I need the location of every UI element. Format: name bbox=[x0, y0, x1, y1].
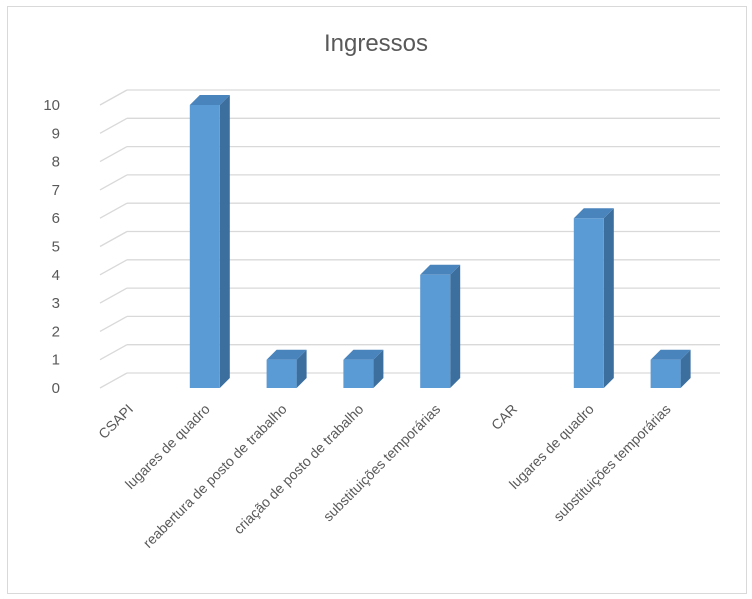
y-tick-label: 3 bbox=[52, 295, 60, 312]
x-tick-label: lugares de quadro bbox=[122, 401, 213, 492]
bar-side bbox=[603, 208, 614, 388]
gridline-connector bbox=[99, 174, 128, 191]
bar bbox=[266, 359, 297, 388]
bar-side bbox=[296, 349, 307, 388]
x-tick-label: criação de posto de trabalho bbox=[230, 401, 366, 537]
bar-side bbox=[373, 349, 384, 388]
gridline-connector bbox=[99, 202, 128, 219]
y-tick-label: 6 bbox=[52, 210, 60, 227]
gridline-connector bbox=[99, 259, 128, 276]
bar-side bbox=[219, 95, 230, 388]
y-tick-label: 0 bbox=[52, 380, 60, 397]
bar-top bbox=[266, 349, 307, 360]
y-tick-label: 5 bbox=[52, 239, 60, 256]
y-tick-label: 2 bbox=[52, 323, 60, 340]
gridline-connector bbox=[99, 117, 128, 134]
gridline-connector bbox=[99, 89, 128, 106]
y-tick-label: 10 bbox=[43, 97, 60, 114]
x-tick-label: CSAPI bbox=[95, 401, 136, 442]
bar-top bbox=[650, 349, 691, 360]
bar-top bbox=[573, 208, 614, 219]
bar bbox=[189, 105, 220, 388]
gridline-connector bbox=[99, 372, 128, 389]
y-tick-label: 4 bbox=[52, 267, 60, 284]
gridline-connector bbox=[99, 146, 128, 163]
y-tick-label: 1 bbox=[52, 352, 60, 369]
bar bbox=[420, 274, 451, 388]
bar-top bbox=[189, 95, 230, 105]
gridline-connector bbox=[99, 230, 128, 248]
gridline-connector bbox=[99, 315, 128, 332]
chart-frame bbox=[7, 6, 747, 594]
y-tick-label: 8 bbox=[52, 154, 60, 171]
bar-top bbox=[420, 264, 461, 275]
gridline-connector bbox=[99, 287, 128, 304]
bar bbox=[650, 359, 681, 388]
y-tick-label: 9 bbox=[52, 125, 60, 142]
x-tick-label: CAR bbox=[488, 401, 520, 433]
bar bbox=[573, 218, 604, 388]
bar-side bbox=[450, 264, 461, 388]
bar-side bbox=[680, 349, 691, 388]
x-tick-label: reabertura de posto de trabalho bbox=[140, 401, 290, 551]
chart-title: Ingressos bbox=[323, 30, 429, 57]
y-tick-label: 7 bbox=[52, 182, 60, 199]
bar-top bbox=[343, 349, 384, 360]
x-tick-label: lugares de quadro bbox=[506, 401, 597, 492]
gridline-connector bbox=[99, 344, 128, 361]
bar bbox=[343, 359, 374, 388]
